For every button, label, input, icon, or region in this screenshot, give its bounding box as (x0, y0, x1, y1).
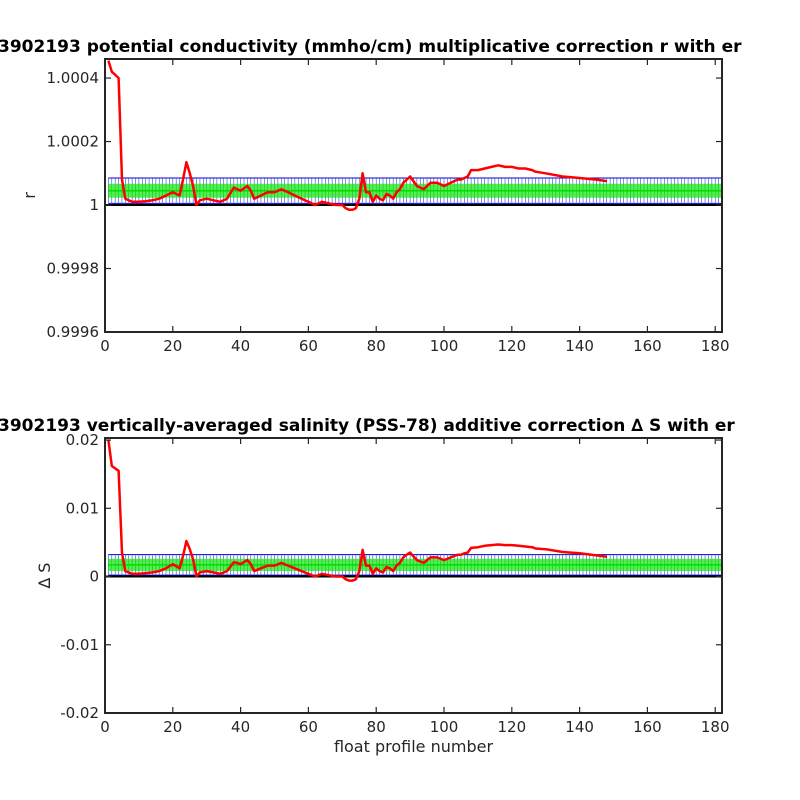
y-tick-label: 0.9996 (47, 323, 100, 341)
y-tick-label: -0.01 (60, 636, 99, 654)
y-axis-label: ∆ S (35, 563, 54, 590)
x-tick-label: 160 (633, 718, 662, 736)
x-tick-label: 100 (430, 718, 459, 736)
x-tick-label: 180 (701, 337, 730, 355)
x-tick-label: 160 (633, 337, 662, 355)
y-tick-label: 0.02 (66, 431, 99, 449)
x-tick-label: 0 (100, 337, 110, 355)
x-tick-label: 60 (299, 337, 318, 355)
series-line (107, 439, 607, 582)
x-tick-label: 20 (163, 337, 182, 355)
y-tick-label: 0.01 (66, 499, 99, 517)
x-tick-label: 60 (299, 718, 318, 736)
x-tick-label: 40 (231, 337, 250, 355)
plot-area (105, 439, 722, 582)
chart-title: 3902193 potential conductivity (mmho/cm)… (0, 37, 742, 57)
x-tick-label: 140 (565, 718, 594, 736)
x-tick-label: 80 (367, 718, 386, 736)
y-tick-label: -0.02 (60, 704, 99, 722)
plot-area (105, 60, 722, 212)
y-tick-label: 0 (89, 568, 99, 586)
y-tick-label: 0.9998 (47, 260, 100, 278)
x-tick-label: 0 (100, 718, 110, 736)
x-axis-label: float profile number (334, 737, 494, 756)
x-tick-label: 120 (497, 337, 526, 355)
panel-conductivity-correction: 3902193 potential conductivity (mmho/cm)… (0, 37, 742, 355)
x-tick-label: 120 (497, 718, 526, 736)
axes-box (104, 58, 723, 333)
y-axis-label: r (20, 192, 39, 199)
panel-salinity-correction: 3902193 vertically-averaged salinity (PS… (0, 416, 735, 756)
y-tick-label: 1 (89, 196, 99, 214)
x-tick-label: 180 (701, 718, 730, 736)
axes-box (104, 437, 723, 714)
y-tick-label: 1.0004 (47, 69, 100, 87)
x-tick-label: 40 (231, 718, 250, 736)
series-line (107, 60, 607, 212)
y-tick-label: 1.0002 (47, 133, 100, 151)
x-tick-label: 80 (367, 337, 386, 355)
chart-title: 3902193 vertically-averaged salinity (PS… (0, 416, 735, 436)
x-tick-label: 100 (430, 337, 459, 355)
x-tick-label: 20 (163, 718, 182, 736)
x-tick-label: 140 (565, 337, 594, 355)
